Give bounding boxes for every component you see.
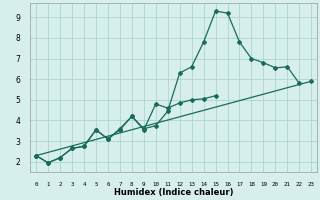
X-axis label: Humidex (Indice chaleur): Humidex (Indice chaleur) xyxy=(114,188,234,197)
